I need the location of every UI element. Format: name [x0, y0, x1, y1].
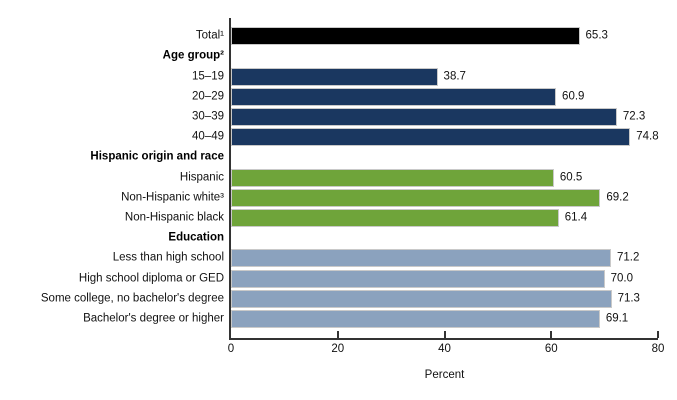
bar-row: 15–19 38.7 — [192, 66, 658, 86]
bar-row: Less than high school 71.2 — [113, 248, 658, 268]
category-label: 20–29 — [192, 89, 224, 102]
bar-row: Some college, no bachelor's degree 71.3 — [41, 289, 658, 309]
category-label: Bachelor's degree or higher — [83, 312, 224, 325]
category-label: High school diploma or GED — [78, 271, 224, 284]
bar — [231, 107, 617, 126]
category-label: 30–39 — [192, 110, 224, 123]
value-label: 60.9 — [562, 89, 585, 102]
category-label: Non-Hispanic black — [124, 211, 224, 224]
bar-row: 20–29 60.9 — [192, 87, 658, 107]
bar-row: Hispanic 60.5 — [180, 167, 658, 187]
category-label: Total¹ — [195, 29, 224, 42]
bar — [231, 168, 554, 187]
category-label: 15–19 — [192, 69, 224, 82]
value-label: 69.2 — [606, 190, 629, 203]
bar — [231, 208, 559, 227]
value-label: 69.1 — [605, 312, 629, 325]
group-header-row: Hispanic origin and race — [90, 147, 658, 167]
x-axis-tick-label: 0 — [227, 343, 235, 355]
plot-area: Total¹ 65.3 Age group² 15–19 38.7 20–29 60.9 30… — [41, 18, 664, 355]
value-label: 60.5 — [559, 170, 583, 183]
x-axis-tick-label: 80 — [651, 343, 665, 355]
value-label: 61.4 — [564, 211, 588, 224]
value-label: 74.8 — [636, 130, 659, 143]
x-axis-title: Percent — [424, 369, 465, 381]
group-header-label: Education — [168, 231, 224, 244]
category-label: Hispanic — [179, 170, 224, 183]
bar — [231, 269, 605, 288]
x-axis-ticks: 0 20 40 60 80 — [228, 18, 664, 355]
x-axis-tick — [657, 331, 659, 338]
bar — [231, 249, 612, 268]
bar-row: 40–49 74.8 — [192, 127, 659, 147]
bar-row: Non-Hispanic black 61.4 — [125, 208, 658, 228]
category-label: Some college, no bachelor's degree — [40, 291, 224, 304]
bar-rows: Total¹ 65.3 Age group² 15–19 38.7 20–29 60.9 30… — [41, 26, 659, 329]
x-axis-tick-label: 20 — [331, 343, 345, 355]
category-label: Non-Hispanic white³ — [121, 190, 224, 203]
x-axis-tick — [550, 331, 553, 338]
group-header-row: Age group² — [163, 46, 658, 66]
x-axis-tick-label: 40 — [438, 343, 451, 355]
bar-row: 30–39 72.3 — [192, 107, 658, 127]
x-axis-tick — [336, 331, 339, 338]
bar — [231, 289, 612, 308]
bar-row: Total¹ 65.3 — [196, 26, 658, 46]
category-label: 40–49 — [192, 130, 224, 143]
x-axis-line — [229, 338, 658, 340]
y-axis-line — [229, 18, 231, 339]
group-header-row: Education — [168, 228, 658, 248]
value-label: 70.0 — [610, 271, 634, 284]
category-label: Less than high school — [112, 251, 224, 264]
value-label: 65.3 — [585, 29, 608, 42]
x-axis-tick — [443, 331, 446, 338]
value-label: 38.7 — [443, 69, 466, 82]
bar-row: Bachelor's degree or higher 69.1 — [83, 309, 658, 329]
bar — [231, 188, 601, 207]
value-label: 72.3 — [622, 110, 646, 123]
x-axis-tick-label: 60 — [544, 343, 558, 355]
bar-row: Non-Hispanic white³ 69.2 — [121, 188, 658, 208]
group-header-label: Hispanic origin and race — [90, 150, 224, 163]
bar — [231, 309, 600, 328]
group-header-label: Age group² — [162, 49, 224, 62]
value-label: 71.2 — [617, 251, 640, 264]
bar — [231, 67, 438, 86]
bar — [231, 128, 631, 147]
value-label: 71.3 — [617, 291, 640, 304]
bar — [231, 87, 557, 106]
bar-row: High school diploma or GED 70.0 — [79, 268, 658, 288]
bar — [231, 27, 580, 46]
